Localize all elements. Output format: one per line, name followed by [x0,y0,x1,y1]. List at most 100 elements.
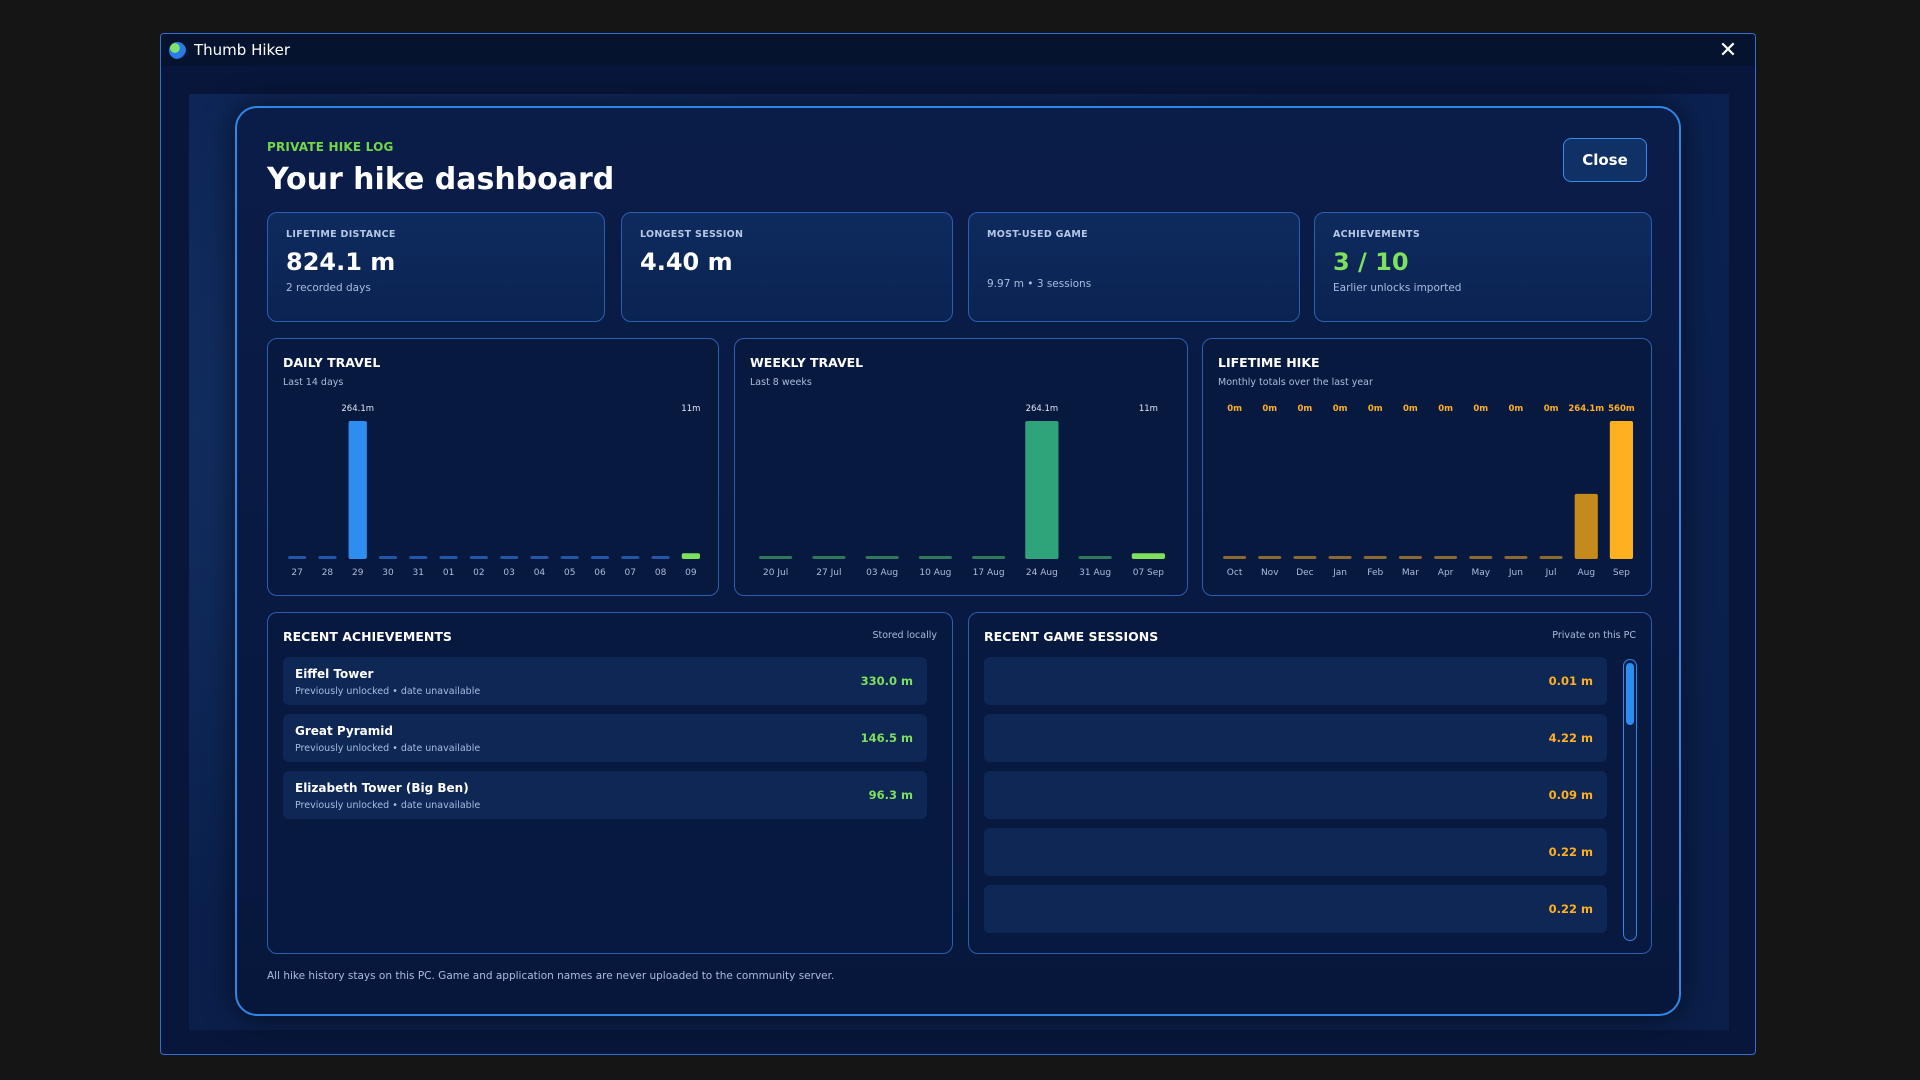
globe-app-icon [169,41,186,59]
achievement-distance: 330.0 m [860,674,913,688]
data-label: 0m [1403,404,1418,414]
data-label: 0m [1544,404,1559,414]
data-label: 264.1m [1026,404,1059,414]
x-tick-label: Jul [1545,568,1557,578]
stat-value: 824.1 m [286,248,396,276]
achievement-detail: Previously unlocked • date unavailable [295,800,481,811]
data-label: 0m [1227,404,1242,414]
chart-bar [1539,556,1563,559]
chart-bar [500,556,519,559]
x-tick-label: 05 [564,568,575,578]
x-tick-label: 17 Aug [973,568,1005,578]
close-button[interactable]: Close [1563,138,1647,182]
x-tick-label: 27 Jul [816,568,841,578]
session-row[interactable]: 4.22 m [984,714,1607,762]
chart-bar [318,556,337,559]
data-label: 11m [1139,404,1158,414]
chart-bar [560,556,579,559]
x-tick-label: 24 Aug [1026,568,1058,578]
privacy-footer-note: All hike history stays on this PC. Game … [267,970,835,982]
x-tick-label: 03 Aug [866,568,898,578]
data-label: 0m [1509,404,1524,414]
x-tick-label: 27 [291,568,302,578]
data-label: 0m [1298,404,1313,414]
x-tick-label: 28 [322,568,334,578]
x-tick-label: 31 Aug [1079,568,1111,578]
stat-card-most-used-game: MOST-USED GAME 9.97 m • 3 sessions [968,212,1300,322]
x-tick-label: 03 [503,568,514,578]
recent-game-sessions-panel: RECENT GAME SESSIONS Private on this PC … [968,612,1652,954]
x-tick-label: 31 [413,568,424,578]
chart-bar [1398,556,1422,559]
stat-value: 4.40 m [640,248,733,276]
x-tick-label: 08 [655,568,667,578]
achievement-name: Great Pyramid [295,724,393,738]
chart-bar [621,556,640,559]
data-label: 264.1m [1568,404,1604,414]
sessions-scrollbar[interactable] [1623,659,1637,941]
daily-travel-chart: 27 28 29 264.1m 30 31 01 02 03 04 05 06 07 08 09 11m [288,404,700,578]
x-tick-label: 10 Aug [919,568,951,578]
session-row[interactable]: 0.22 m [984,885,1607,933]
achievement-distance: 96.3 m [868,788,913,802]
x-tick-label: May [1471,568,1490,578]
chart-title: WEEKLY TRAVEL [750,355,864,370]
data-label: 0m [1262,404,1277,414]
data-label: 11m [681,404,700,414]
stat-label: LONGEST SESSION [640,229,744,240]
chart-bar [348,421,367,559]
daily-travel-panel: DAILY TRAVEL Last 14 days 27 28 29 264.1m 30… [267,338,719,596]
app-window: Thumb Hiker ✕ PRIVATE HIKE LOG Your hike… [160,33,1756,1055]
chart-bar [1258,556,1282,559]
achievement-row[interactable]: Great Pyramid Previously unlocked • date… [283,714,927,762]
x-tick-label: 30 [382,568,394,578]
chart-bar [1609,421,1633,559]
dashboard-eyebrow: PRIVATE HIKE LOG [267,140,394,154]
stat-label: MOST-USED GAME [987,229,1088,240]
stat-sub: Earlier unlocks imported [1333,282,1462,294]
achievement-row[interactable]: Eiffel Tower Previously unlocked • date … [283,657,927,705]
hike-dashboard-modal: PRIVATE HIKE LOG Your hike dashboard Clo… [235,106,1681,1016]
stat-label: ACHIEVEMENTS [1333,229,1420,240]
chart-bar [812,556,846,559]
session-row[interactable]: 0.22 m [984,828,1607,876]
chart-bar [1434,556,1458,559]
x-tick-label: Oct [1227,568,1243,578]
session-row[interactable]: 0.09 m [984,771,1607,819]
chart-subtitle: Monthly totals over the last year [1218,377,1373,388]
data-label: 0m [1438,404,1453,414]
chart-bar [530,556,549,559]
achievement-row[interactable]: Elizabeth Tower (Big Ben) Previously unl… [283,771,927,819]
achievement-name: Elizabeth Tower (Big Ben) [295,781,469,795]
x-tick-label: Feb [1367,568,1383,578]
data-label: 0m [1368,404,1383,414]
dashboard-title: Your hike dashboard [267,162,615,197]
x-tick-label: Nov [1261,568,1279,578]
chart-bar [1363,556,1387,559]
chart-bar [1328,556,1352,559]
chart-bar [651,556,670,559]
weekly-travel-chart: 20 Jul 27 Jul 03 Aug 10 Aug 17 Aug 24 Aug 264.… [759,404,1165,578]
x-tick-label: Apr [1438,568,1454,578]
stat-card-lifetime-distance: LIFETIME DISTANCE 824.1 m 2 recorded day… [267,212,605,322]
session-distance: 0.01 m [1548,674,1593,688]
weekly-travel-panel: WEEKLY TRAVEL Last 8 weeks 20 Jul 27 Jul 0… [734,338,1188,596]
panel-title: RECENT GAME SESSIONS [984,629,1159,644]
chart-bar [378,556,398,559]
session-distance: 4.22 m [1548,731,1593,745]
chart-bar [1574,493,1598,559]
chart-bar [409,556,428,559]
x-tick-label: Aug [1577,568,1595,578]
data-label: 264.1m [341,404,374,414]
scrollbar-thumb[interactable] [1626,663,1634,725]
data-label: 560m [1608,404,1635,414]
chart-bar [1078,556,1112,559]
session-row[interactable]: 0.01 m [984,657,1607,705]
chart-bar [918,556,952,559]
chart-bar [865,556,899,559]
window-close-icon[interactable]: ✕ [1718,37,1738,63]
title-bar: Thumb Hiker ✕ [161,34,1755,66]
chart-bar [1223,556,1247,559]
achievement-name: Eiffel Tower [295,667,374,681]
chart-bar [1293,556,1317,559]
